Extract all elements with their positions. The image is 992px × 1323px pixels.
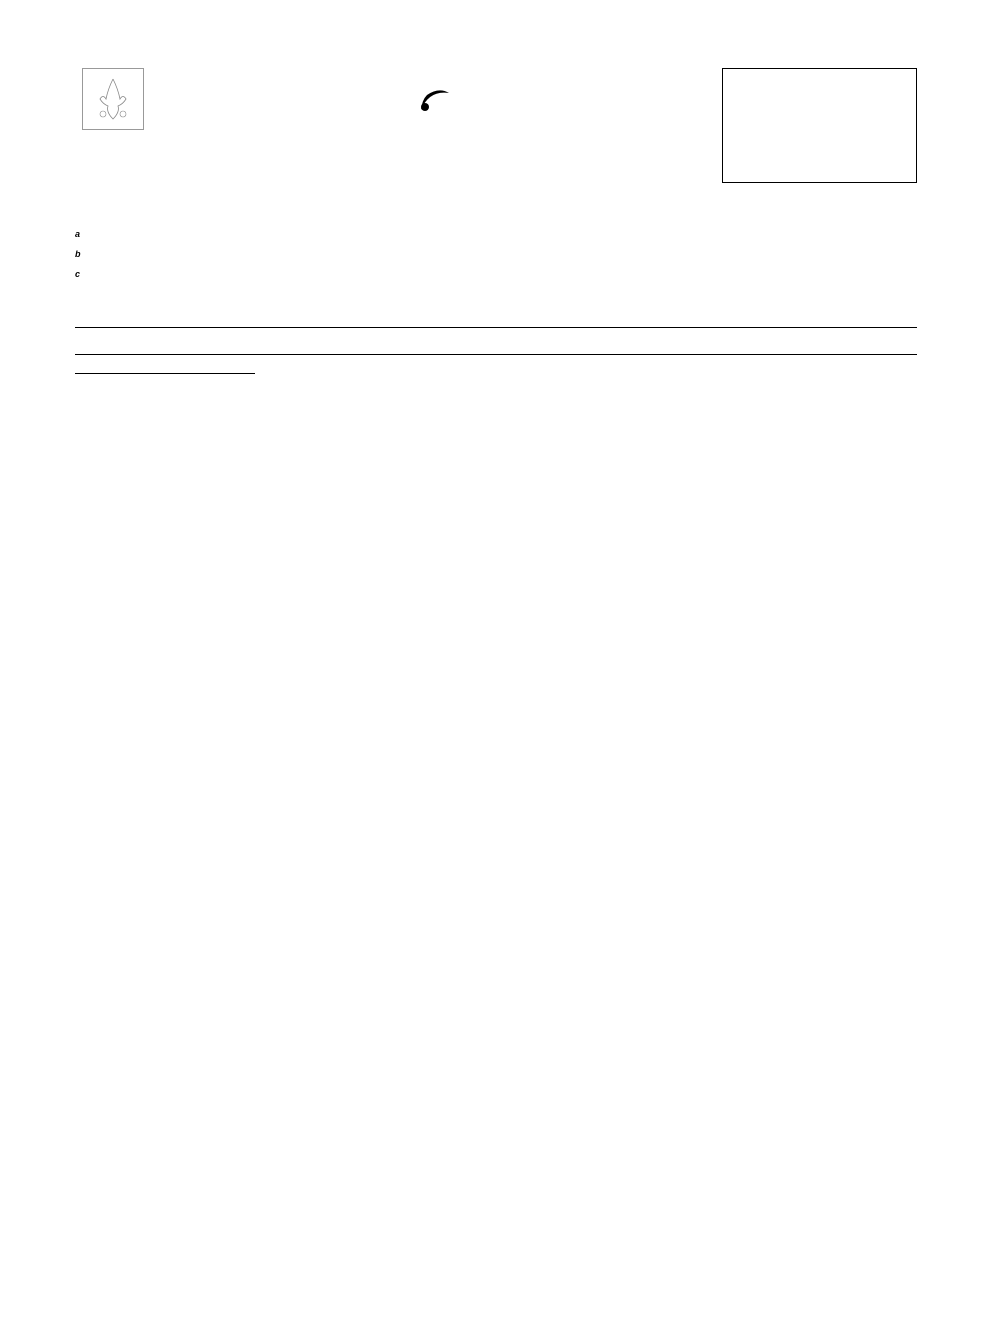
footer-info [75, 438, 917, 455]
sd-swoosh-icon [419, 83, 453, 114]
affiliation-a: a [75, 228, 917, 248]
journal-cover-box [722, 68, 917, 183]
sciencedirect-block [150, 68, 722, 115]
elsevier-tree-icon [82, 68, 144, 130]
abstract-section [75, 327, 917, 355]
footer-divider [75, 373, 255, 374]
header-row [75, 68, 917, 183]
sciencedirect-logo [150, 82, 722, 115]
affiliations: a b c [75, 228, 917, 289]
affiliation-b: b [75, 248, 917, 268]
elsevier-logo [75, 68, 150, 132]
keywords-column [75, 343, 240, 346]
summary-column [240, 343, 917, 346]
corresponding-author [75, 380, 917, 413]
affiliation-c: c [75, 268, 917, 288]
